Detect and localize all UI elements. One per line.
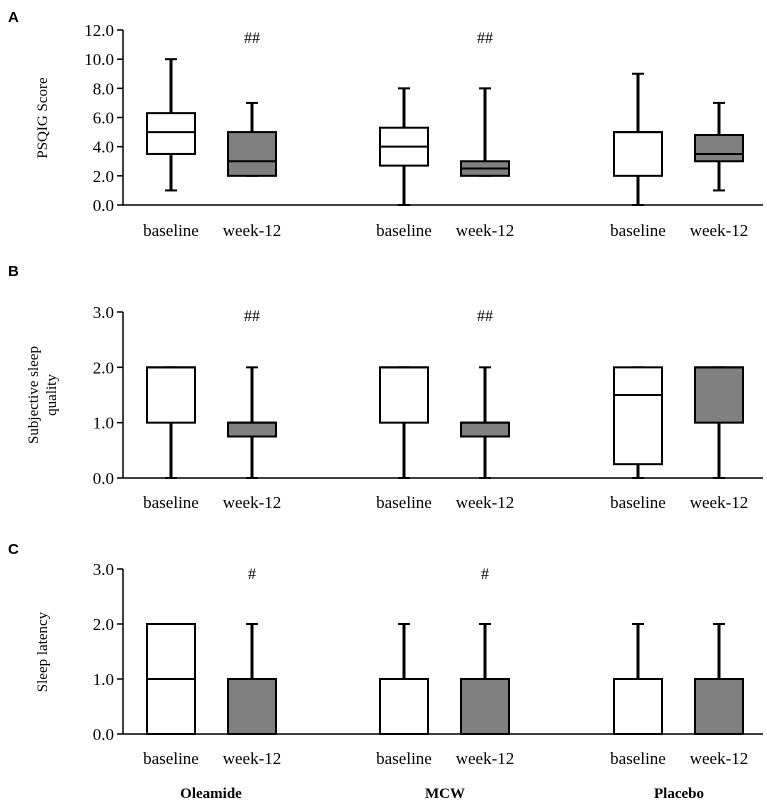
- box-week-12: [227, 421, 277, 438]
- y-tick-label: 3.0: [93, 303, 114, 322]
- y-axis-title: PSQIG Score: [35, 77, 51, 159]
- y-tick-label: 2.0: [93, 358, 114, 377]
- box-week-12: [227, 678, 277, 735]
- category-label-baseline: baseline: [143, 493, 199, 512]
- box-week-12: [694, 366, 744, 424]
- panel-letter: C: [8, 541, 19, 558]
- category-label-week-12: week-12: [690, 221, 749, 240]
- category-label-week-12: week-12: [223, 493, 282, 512]
- category-label-baseline: baseline: [376, 221, 432, 240]
- y-tick-label: 10.0: [84, 50, 114, 69]
- y-tick-label: 4.0: [93, 138, 114, 157]
- y-axis-title: Subjective sleep: [26, 346, 42, 444]
- y-tick-label: 3.0: [93, 560, 114, 579]
- group-label: MCW: [425, 786, 465, 802]
- y-tick-label: 1.0: [93, 670, 114, 689]
- y-tick-label: 1.0: [93, 414, 114, 433]
- box-week-12: [460, 678, 510, 735]
- box-baseline: [379, 678, 429, 735]
- panel-letter: A: [8, 9, 19, 26]
- y-tick-label: 6.0: [93, 109, 114, 128]
- y-tick-label: 0.0: [93, 725, 114, 744]
- group-label: Placebo: [654, 786, 704, 802]
- box-baseline: [613, 366, 663, 466]
- category-label-week-12: week-12: [456, 221, 515, 240]
- category-label-baseline: baseline: [610, 493, 666, 512]
- category-label-baseline: baseline: [610, 749, 666, 768]
- box-week-12: [694, 678, 744, 735]
- box-baseline: [146, 366, 196, 424]
- significance-marker: #: [248, 566, 256, 583]
- panel-letter: B: [8, 263, 19, 280]
- significance-marker: ##: [477, 30, 493, 47]
- category-label-baseline: baseline: [610, 221, 666, 240]
- significance-marker: ##: [244, 308, 260, 325]
- significance-marker: ##: [244, 30, 260, 47]
- significance-marker: #: [481, 566, 489, 583]
- box-week-12: [694, 134, 744, 163]
- category-label-week-12: week-12: [690, 749, 749, 768]
- y-axis-title: Sleep latency: [35, 611, 51, 692]
- y-tick-label: 8.0: [93, 79, 114, 98]
- category-label-baseline: baseline: [143, 749, 199, 768]
- box-week-12: [460, 421, 510, 438]
- y-axis-title: quality: [44, 374, 60, 416]
- group-label: Oleamide: [180, 786, 242, 802]
- category-label-baseline: baseline: [143, 221, 199, 240]
- y-tick-label: 12.0: [84, 21, 114, 40]
- category-label-baseline: baseline: [376, 749, 432, 768]
- y-tick-label: 0.0: [93, 196, 114, 215]
- box-baseline: [146, 112, 196, 155]
- y-tick-label: 2.0: [93, 167, 114, 186]
- category-label-week-12: week-12: [456, 493, 515, 512]
- box-week-12: [227, 131, 277, 177]
- category-label-week-12: week-12: [456, 749, 515, 768]
- category-label-week-12: week-12: [223, 749, 282, 768]
- box-baseline: [379, 366, 429, 424]
- y-tick-label: 0.0: [93, 469, 114, 488]
- box-baseline: [613, 678, 663, 735]
- y-tick-label: 2.0: [93, 615, 114, 634]
- box-baseline: [613, 131, 663, 177]
- significance-marker: ##: [477, 308, 493, 325]
- category-label-week-12: week-12: [690, 493, 749, 512]
- category-label-week-12: week-12: [223, 221, 282, 240]
- category-label-baseline: baseline: [376, 493, 432, 512]
